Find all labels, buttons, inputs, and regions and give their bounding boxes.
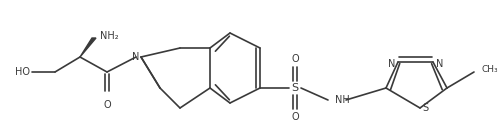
Text: N: N xyxy=(133,52,140,62)
Text: CH₃: CH₃ xyxy=(482,65,498,75)
Polygon shape xyxy=(80,38,96,57)
Text: NH: NH xyxy=(335,95,350,105)
Text: O: O xyxy=(103,100,111,110)
Text: NH₂: NH₂ xyxy=(100,31,118,41)
Text: O: O xyxy=(291,112,299,122)
Text: N: N xyxy=(388,59,395,69)
Text: S: S xyxy=(291,83,298,93)
Text: O: O xyxy=(291,54,299,64)
Text: S: S xyxy=(422,103,428,113)
Text: HO: HO xyxy=(15,67,30,77)
Text: N: N xyxy=(436,59,444,69)
